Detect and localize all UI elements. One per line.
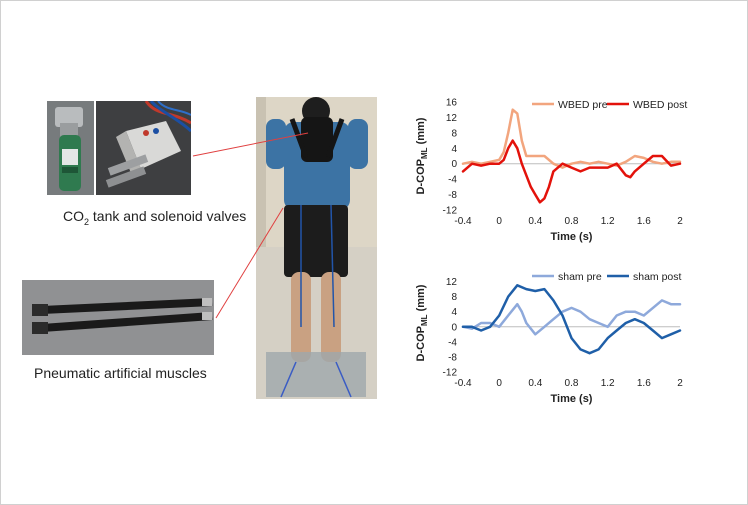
x-tick-label: 2 [677,216,683,227]
y-axis-label: D-COPML (mm) [415,284,429,361]
y-tick-label: -8 [448,352,457,363]
y-tick-label: 12 [446,277,458,288]
series-line-1 [461,284,682,355]
x-tick-label: -0.4 [454,378,472,389]
series-line-0 [461,299,682,336]
y-tick-label: 4 [451,144,457,155]
y-tick-label: 16 [446,98,458,109]
x-tick-label: -0.4 [454,216,472,227]
muscles-caption: Pneumatic artificial muscles [34,365,207,381]
x-tick-label: 0.8 [565,216,579,227]
x-tick-label: 1.6 [637,216,651,227]
y-tick-label: -4 [448,337,457,348]
co2-tank-photo [47,101,94,195]
x-tick-label: 1.2 [601,216,615,227]
connector-line-muscles [215,207,284,319]
artificial-muscles-photo [22,280,214,355]
y-tick-label: 0 [451,322,457,333]
series-line-0 [461,108,682,169]
chart-sham: 12 8 4 0 -4 -8 -12-0.4 0 0.4 0.8 1.2 1.6 2 Time (s) D-… [415,271,683,405]
x-tick-label: 1.6 [637,378,651,389]
x-axis-label: Time (s) [551,231,593,243]
y-tick-label: -12 [443,206,458,217]
x-axis-label: Time (s) [551,393,593,405]
y-tick-label: 12 [446,113,458,124]
y-tick-label: 0 [451,159,457,170]
x-tick-label: 0.8 [565,378,579,389]
y-tick-label: 4 [451,307,457,318]
series-line-1 [461,139,682,204]
legend-label: sham pre [558,271,602,283]
y-tick-label: -8 [448,190,457,201]
x-tick-label: 2 [677,378,683,389]
y-axis-label: D-COPML (mm) [415,117,429,194]
legend-label: WBED pre [558,99,608,111]
solenoid-valves-photo [96,101,191,195]
tank-caption: CO2 tank and solenoid valves [63,208,247,227]
subject-standing-photo [256,97,377,399]
chart-wbed: 16 12 8 4 0 -4 -8 -12-0.4 0 0.4 0.8 1.2 1.6 2 Time (s)… [415,98,687,244]
y-tick-label: -4 [448,175,457,186]
y-tick-label: -12 [443,368,458,379]
x-tick-label: 0 [496,216,502,227]
connector-line-valves [192,132,309,157]
legend-label: sham post [633,271,682,283]
x-tick-label: 0.4 [528,378,542,389]
x-tick-label: 0.4 [528,216,542,227]
x-tick-label: 0 [496,378,502,389]
y-tick-label: 8 [451,292,457,303]
x-tick-label: 1.2 [601,378,615,389]
y-tick-label: 8 [451,128,457,139]
legend-label: WBED post [633,99,687,111]
